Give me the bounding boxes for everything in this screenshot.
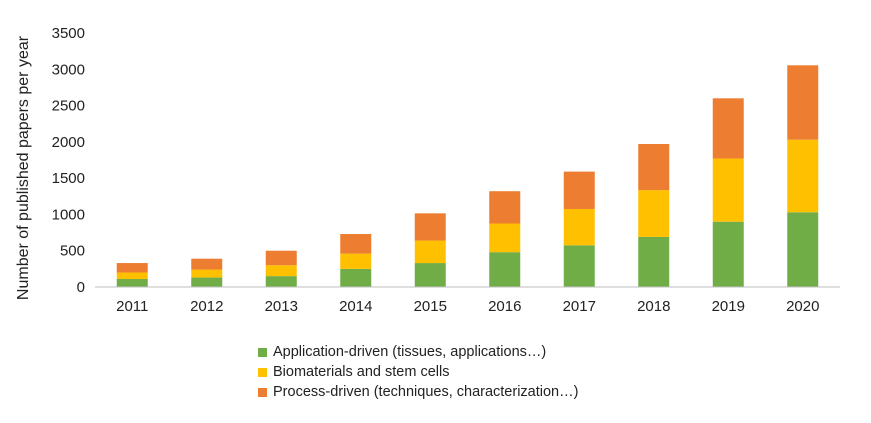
bar-segment-2019-series-1: [712, 158, 744, 222]
bar-segment-2020-series-1: [787, 139, 819, 213]
bar-segment-2012-series-2: [191, 258, 223, 270]
bar-segment-2014-series-2: [340, 234, 372, 254]
bar-segment-2016-series-2: [489, 191, 521, 224]
x-tick-label-2019: 2019: [712, 298, 745, 315]
y-tick-label: 3000: [52, 61, 85, 78]
y-tick-label: 2500: [52, 98, 85, 115]
bar-segment-2011-series-0: [116, 279, 148, 287]
x-tick-label-2018: 2018: [637, 298, 670, 315]
y-tick-label: 1500: [52, 170, 85, 187]
bars: [116, 65, 819, 287]
legend-item-process-driven: Process-driven (techniques, characteriza…: [258, 382, 578, 402]
x-tick-label-2020: 2020: [786, 298, 819, 315]
legend-item-application-driven: Application-driven (tissues, application…: [258, 342, 578, 362]
bar-segment-2018-series-1: [638, 190, 670, 237]
legend-label-application-driven: Application-driven (tissues, application…: [273, 344, 547, 360]
bar-segment-2012-series-1: [191, 269, 223, 278]
bar-segment-2015-series-1: [414, 240, 446, 264]
bar-segment-2018-series-0: [638, 236, 670, 287]
bar-segment-2017-series-2: [563, 171, 595, 209]
x-tick-label-2015: 2015: [414, 298, 447, 315]
bar-segment-2019-series-2: [712, 98, 744, 159]
x-tick-label-2017: 2017: [563, 298, 596, 315]
x-tick-label-2014: 2014: [339, 298, 372, 315]
bar-segment-2013-series-0: [265, 276, 297, 287]
bar-segment-2013-series-1: [265, 265, 297, 277]
y-tick-label: 1000: [52, 206, 85, 223]
x-tick-label-2016: 2016: [488, 298, 521, 315]
bar-segment-2014-series-0: [340, 268, 372, 287]
bar-segment-2011-series-2: [116, 263, 148, 273]
x-tick-label-2011: 2011: [116, 298, 148, 315]
bar-segment-2014-series-1: [340, 253, 372, 269]
y-tick-label: 0: [77, 279, 85, 296]
y-axis-ticks: 0 500 1000 1500 2000 2500 3000 3500: [52, 25, 85, 296]
y-tick-label: 500: [60, 243, 85, 260]
bar-segment-2017-series-0: [563, 245, 595, 287]
bar-segment-2011-series-1: [116, 272, 148, 280]
legend-label-process-driven: Process-driven (techniques, characteriza…: [273, 384, 579, 400]
bar-segment-2019-series-0: [712, 221, 744, 287]
y-axis-label: Number of published papers per year: [15, 35, 32, 300]
legend-item-biomaterials: Biomaterials and stem cells: [258, 362, 578, 382]
bar-segment-2017-series-1: [563, 208, 595, 246]
bar-segment-2012-series-0: [191, 277, 223, 287]
x-tick-label-2012: 2012: [190, 298, 223, 315]
bar-segment-2018-series-2: [638, 144, 670, 191]
legend-swatch-process-driven: [258, 387, 267, 397]
bar-segment-2020-series-0: [787, 212, 819, 287]
bar-segment-2016-series-0: [489, 252, 521, 287]
x-axis-ticks: 2011 2012 2013 2014 2015 2016 2017 2018 2019 2020: [116, 298, 819, 315]
legend: Application-driven (tissues, application…: [258, 342, 578, 402]
y-tick-label: 3500: [52, 25, 85, 42]
bar-segment-2016-series-1: [489, 223, 521, 253]
y-tick-label: 2000: [52, 134, 85, 151]
bar-segment-2013-series-2: [265, 250, 297, 266]
legend-label-biomaterials: Biomaterials and stem cells: [273, 364, 450, 380]
bar-segment-2015-series-0: [414, 263, 446, 287]
bar-segment-2015-series-2: [414, 213, 446, 241]
legend-swatch-biomaterials: [258, 367, 267, 377]
legend-swatch-application-driven: [258, 347, 267, 357]
bar-segment-2020-series-2: [787, 65, 819, 140]
x-tick-label-2013: 2013: [265, 298, 298, 315]
